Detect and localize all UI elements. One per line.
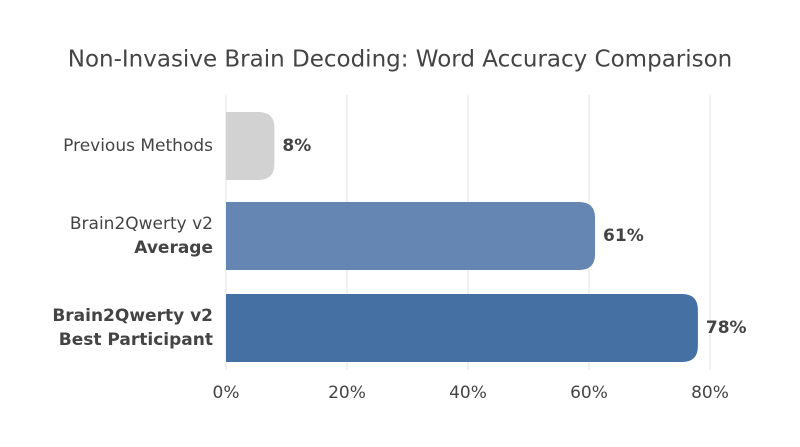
chart-title: Non-Invasive Brain Decoding: Word Accura… xyxy=(68,47,733,73)
bar xyxy=(226,294,698,362)
value-label: 8% xyxy=(282,136,311,156)
value-label: 61% xyxy=(603,226,644,246)
y-tick-label: Previous Methods xyxy=(63,136,213,156)
value-label: 78% xyxy=(706,318,747,338)
y-tick-label: Average xyxy=(134,238,213,258)
y-tick-label: Brain2Qwerty v2 xyxy=(52,306,213,326)
x-tick-label: 40% xyxy=(449,383,487,403)
bar xyxy=(226,202,596,270)
x-tick-label: 80% xyxy=(691,383,729,403)
x-tick-label: 60% xyxy=(570,383,608,403)
y-tick-label: Brain2Qwerty v2 xyxy=(70,214,213,234)
y-tick-label: Best Participant xyxy=(59,330,213,350)
x-tick-label: 20% xyxy=(328,383,366,403)
bar xyxy=(226,112,275,180)
x-tick-label: 0% xyxy=(213,383,240,403)
